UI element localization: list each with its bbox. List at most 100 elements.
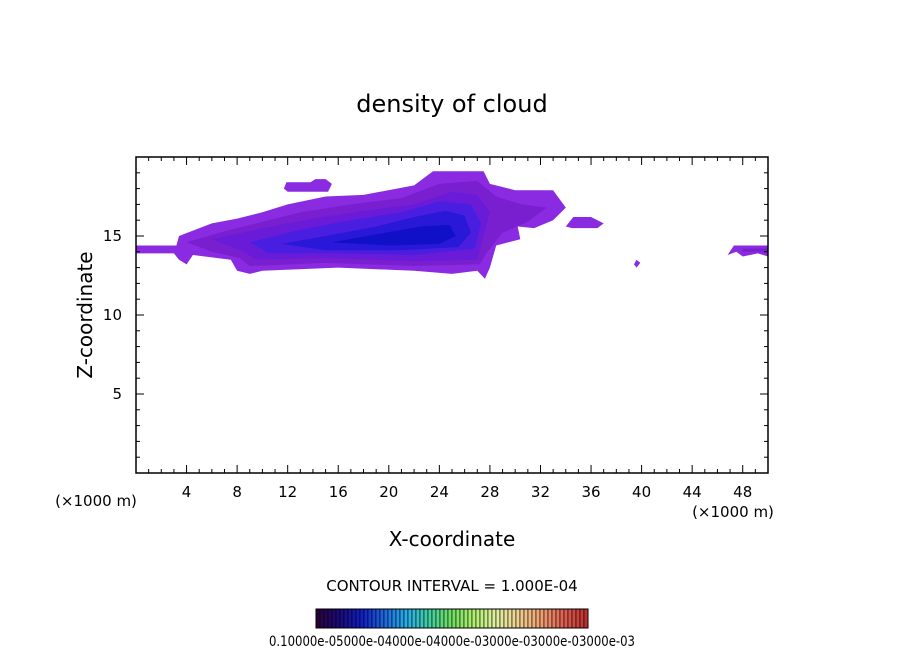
colorbar-swatch — [555, 608, 561, 629]
x-tick-label: 12 — [278, 483, 297, 501]
contour-region-low-10 — [742, 248, 768, 252]
colorbar-swatch — [563, 608, 569, 629]
colorbar-swatch — [479, 608, 485, 629]
colorbar-swatch — [383, 608, 389, 629]
chart-title: density of cloud — [356, 90, 547, 118]
colorbar-swatch — [375, 608, 381, 629]
contour-interval-text: CONTOUR INTERVAL = 1.000E-04 — [326, 577, 577, 595]
contour-region-edge-8 — [634, 259, 641, 268]
colorbar-swatch — [431, 608, 437, 629]
colorbar-swatch — [531, 608, 537, 629]
y-tick-label: 5 — [112, 385, 122, 403]
colorbar-swatch — [419, 608, 425, 629]
colorbar-swatch — [339, 608, 345, 629]
x-tick-label: 48 — [733, 483, 752, 501]
colorbar-swatch — [515, 608, 521, 629]
colorbar-swatch — [443, 608, 449, 629]
colorbar-frame — [315, 608, 589, 629]
colorbar-swatch — [511, 608, 517, 629]
x-tick-label: 36 — [581, 483, 600, 501]
colorbar-swatch — [495, 608, 501, 629]
colorbar-swatch — [583, 608, 589, 629]
colorbar-swatch — [559, 608, 565, 629]
colorbar-swatch — [519, 608, 525, 629]
x-axis-label: X-coordinate — [389, 527, 516, 551]
cloud-density-contours — [136, 171, 768, 279]
colorbar-swatch — [463, 608, 469, 629]
x-unit-left: (×1000 m) — [55, 492, 137, 510]
x-tick-label: 24 — [430, 483, 449, 501]
colorbar-swatch — [535, 608, 541, 629]
colorbar-swatch — [407, 608, 413, 629]
colorbar-swatch — [507, 608, 513, 629]
colorbar-swatch — [347, 608, 353, 629]
colorbar-swatch — [447, 608, 453, 629]
y-tick-label: 10 — [103, 306, 122, 324]
colorbar-swatch — [363, 608, 369, 629]
colorbar-swatch — [483, 608, 489, 629]
contour-region-edge-6 — [283, 179, 332, 192]
colorbar-swatch — [319, 608, 325, 629]
x-tick-label: 4 — [182, 483, 192, 501]
colorbar-swatch — [335, 608, 341, 629]
colorbar-swatch — [539, 608, 545, 629]
colorbar-swatch — [379, 608, 385, 629]
colorbar-swatch — [387, 608, 393, 629]
colorbar-swatch — [359, 608, 365, 629]
colorbar-swatch — [567, 608, 573, 629]
colorbar-swatch — [343, 608, 349, 629]
colorbar-labels: 0.10000e-05000e-04000e-04000e-03000e-030… — [269, 634, 635, 650]
contour-region-edge-7 — [565, 217, 604, 229]
colorbar — [315, 608, 589, 629]
colorbar-swatch — [475, 608, 481, 629]
colorbar-swatch — [327, 608, 333, 629]
colorbar-swatch — [435, 608, 441, 629]
colorbar-swatch — [523, 608, 529, 629]
x-tick-label: 44 — [683, 483, 702, 501]
colorbar-swatch — [351, 608, 357, 629]
colorbar-swatch — [391, 608, 397, 629]
x-tick-label: 32 — [531, 483, 550, 501]
x-tick-label: 40 — [632, 483, 651, 501]
colorbar-swatch — [471, 608, 477, 629]
colorbar-swatch — [547, 608, 553, 629]
colorbar-swatch — [527, 608, 533, 629]
colorbar-swatch — [323, 608, 329, 629]
x-tick-label: 20 — [379, 483, 398, 501]
colorbar-swatch — [451, 608, 457, 629]
colorbar-swatch — [423, 608, 429, 629]
x-tick-label: 8 — [232, 483, 242, 501]
colorbar-swatch — [575, 608, 581, 629]
colorbar-swatch — [403, 608, 409, 629]
colorbar-swatch — [487, 608, 493, 629]
x-tick-label: 16 — [329, 483, 348, 501]
colorbar-swatch — [579, 608, 585, 629]
colorbar-swatch — [371, 608, 377, 629]
colorbar-swatch — [315, 608, 321, 629]
colorbar-swatch — [543, 608, 549, 629]
colorbar-swatch — [439, 608, 445, 629]
colorbar-swatch — [503, 608, 509, 629]
x-unit-right: (×1000 m) — [692, 503, 774, 521]
colorbar-swatch — [459, 608, 465, 629]
colorbar-swatch — [491, 608, 497, 629]
colorbar-swatch — [395, 608, 401, 629]
x-tick-label: 28 — [480, 483, 499, 501]
colorbar-swatch — [571, 608, 577, 629]
colorbar-swatch — [355, 608, 361, 629]
colorbar-swatch — [399, 608, 405, 629]
y-tick-label: 15 — [103, 227, 122, 245]
colorbar-swatch — [411, 608, 417, 629]
contour-region-peak-5 — [331, 224, 456, 246]
colorbar-swatch — [367, 608, 373, 629]
y-axis-label: Z-coordinate — [73, 251, 97, 378]
colorbar-swatch — [467, 608, 473, 629]
colorbar-swatch — [427, 608, 433, 629]
colorbar-swatch — [331, 608, 337, 629]
colorbar-swatch — [455, 608, 461, 629]
colorbar-swatch — [499, 608, 505, 629]
colorbar-swatch — [551, 608, 557, 629]
colorbar-swatch — [415, 608, 421, 629]
